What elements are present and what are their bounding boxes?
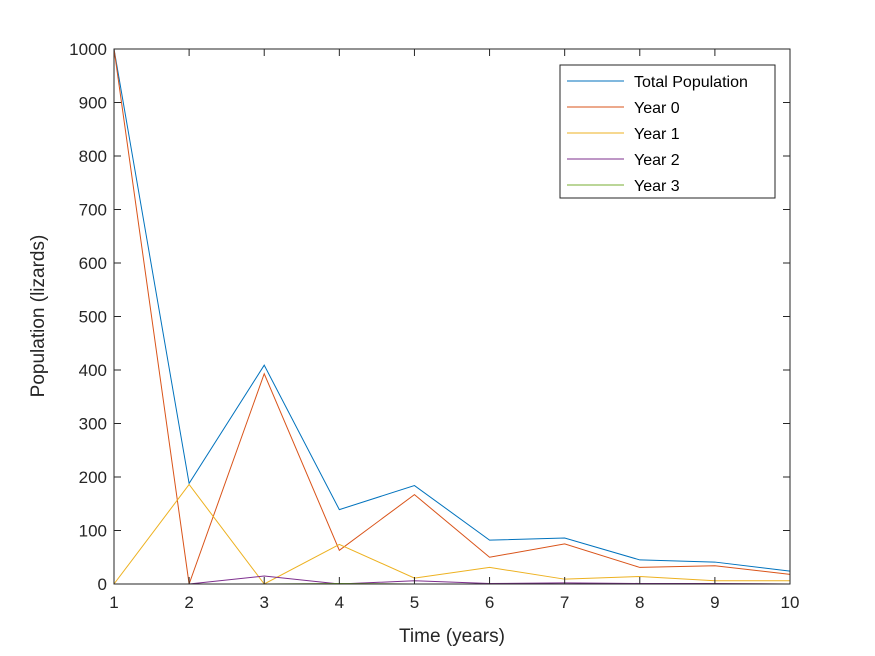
legend: Total Population Year 0 Year 1 Year 2 Year 3 [559,64,776,199]
y-tick-label: 1000 [69,40,107,59]
x-tick-label: 6 [485,593,494,612]
x-tick-label: 3 [259,593,268,612]
legend-label-4: Year 3 [634,178,680,195]
x-axis-label: Time (years) [399,626,505,647]
x-tick-label: 4 [335,593,344,612]
legend-label-3: Year 2 [634,152,680,169]
legend-box [559,64,776,199]
x-tick-label: 7 [560,593,569,612]
ticks-layer: 1 2 3 4 5 6 7 8 9 1001002003004005006007008009001… [69,40,799,612]
y-tick-label: 100 [79,522,107,541]
x-tick-label: 5 [410,593,419,612]
x-tick-label: 9 [710,593,719,612]
y-tick-label: 500 [79,308,107,327]
y-axis-label: Population (lizards) [28,235,49,398]
y-tick-label: 600 [79,254,107,273]
series-layer [113,48,791,585]
y-tick-label: 200 [79,468,107,487]
series-line-3 [114,575,791,585]
series-line-2 [113,483,790,585]
y-tick-label: 400 [79,361,107,380]
x-tick-label: 8 [635,593,644,612]
x-tick-label: 10 [781,593,800,612]
y-tick-label: 900 [79,94,107,113]
y-tick-label: 700 [79,201,107,220]
y-tick-label: 800 [79,147,107,166]
x-tick-label: 2 [184,593,193,612]
series-line-0 [113,48,791,572]
legend-label-2: Year 1 [634,126,680,143]
x-tick-label: 1 [109,593,118,612]
legend-label-0: Total Population [634,74,748,91]
y-tick-label: 0 [98,575,107,594]
series-line-1 [113,48,791,585]
y-tick-label: 300 [79,415,107,434]
legend-label-1: Year 0 [634,100,680,117]
